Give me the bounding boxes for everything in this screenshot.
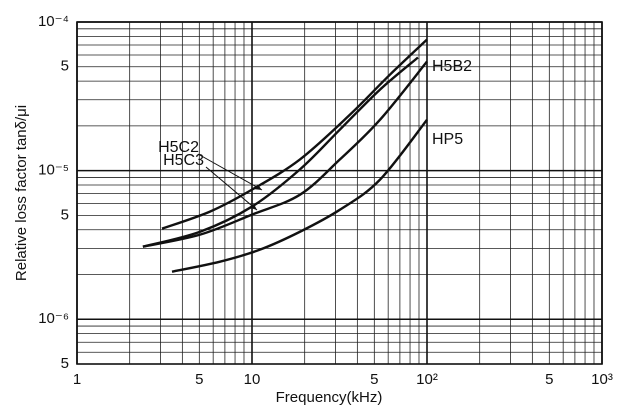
series-label: H5C2 <box>158 139 199 156</box>
y-axis-title: Relative loss factor tanδ/μi <box>13 105 30 281</box>
y-tick-label: 10⁻⁵ <box>38 162 69 179</box>
x-axis-title: Frequency(kHz) <box>276 389 383 406</box>
arrowhead <box>255 184 262 190</box>
x-tick-label: 10³ <box>591 371 613 388</box>
x-tick-label: 10² <box>416 371 438 388</box>
leader-line <box>205 166 258 211</box>
y-tick-label: 5 <box>61 206 69 223</box>
series-label: HP5 <box>432 131 463 148</box>
y-tick-label: 10⁻⁴ <box>38 13 69 30</box>
series-label: H5C3 <box>163 152 204 169</box>
series-label: H5B2 <box>432 58 472 75</box>
y-tick-label: 10⁻⁶ <box>38 310 69 327</box>
arrowhead <box>250 203 257 210</box>
x-tick-label: 5 <box>545 371 553 388</box>
x-tick-label: 1 <box>73 371 81 388</box>
series-line <box>142 60 428 248</box>
series-line <box>171 118 428 273</box>
y-tick-label: 5 <box>61 58 69 75</box>
x-tick-label: 5 <box>370 371 378 388</box>
series-line <box>161 38 428 230</box>
y-tick-label: 5 <box>61 355 69 372</box>
leader-line <box>197 153 263 191</box>
plot-frame <box>76 21 603 365</box>
series-line <box>142 56 419 248</box>
x-tick-label: 5 <box>195 371 203 388</box>
x-tick-label: 10 <box>244 371 261 388</box>
